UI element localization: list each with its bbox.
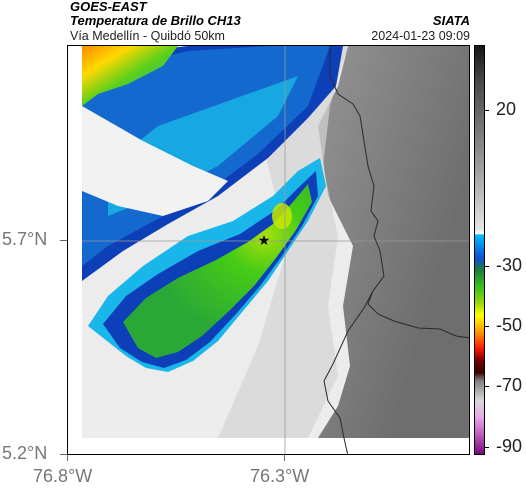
no-data-bottom <box>68 438 469 454</box>
lat-tick-mark-2 <box>60 454 67 455</box>
timestamp: 2024-01-23 09:09 <box>371 29 470 43</box>
colorbar-label-5: -90 <box>496 436 523 456</box>
cloud-field-haze <box>218 46 348 438</box>
product-title: Temperatura de Brillo CH13 <box>70 13 241 28</box>
colorbar-label-3: -50 <box>496 315 523 335</box>
colorbar-label-4: -70 <box>496 375 523 395</box>
colorbar-tick-mark-2 <box>485 266 489 267</box>
satellite-map[interactable]: ★ <box>67 45 470 455</box>
colorbar-label-2: -30 <box>496 255 523 275</box>
colorbar-label-1: 20 <box>496 99 517 119</box>
no-data-left <box>68 46 82 454</box>
cold-corner <box>82 46 178 106</box>
lon-tick-mark-2 <box>284 455 285 461</box>
colorbar-tick-mark-3 <box>485 326 489 327</box>
star-icon: ★ <box>258 232 271 248</box>
lat-tick-label-2: 5.2°N <box>2 443 48 463</box>
map-canvas: ★ <box>68 46 469 454</box>
lat-tick-mark-1 <box>60 240 67 241</box>
clear-slot <box>82 106 228 216</box>
colorbar <box>474 45 485 455</box>
admin-boundary <box>323 46 469 454</box>
region-label: Vía Medellín - Quibdó 50km <box>70 29 225 43</box>
lon-tick-label-2: 76.3°W <box>250 466 310 486</box>
lon-tick-label-1: 76.8°W <box>33 466 93 486</box>
admin-boundary-lower <box>343 437 349 454</box>
storm-hot-spot <box>272 203 292 229</box>
colorbar-tick-mark-4 <box>485 386 489 387</box>
lat-tick-label-1: 5.7°N <box>2 229 48 249</box>
agency-label: SIATA <box>432 13 470 28</box>
lon-tick-mark-1 <box>67 455 68 461</box>
colorbar-tick-mark-1 <box>485 110 489 111</box>
satellite-name: GOES-EAST <box>70 0 147 14</box>
storm-core <box>123 184 312 358</box>
colorbar-tick-mark-5 <box>485 447 489 448</box>
